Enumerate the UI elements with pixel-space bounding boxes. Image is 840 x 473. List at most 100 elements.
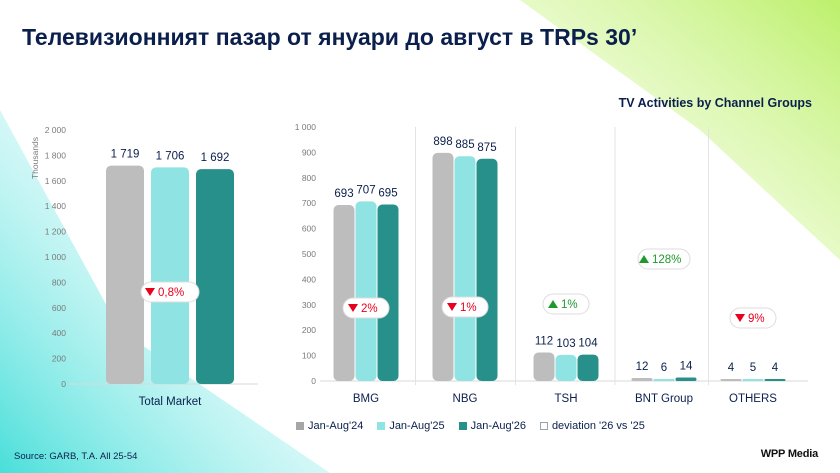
triangle-down-icon — [348, 304, 358, 312]
deviation-badge-others — [729, 307, 777, 329]
deviation-value: 128% — [652, 254, 681, 266]
y-tick-label: 1 000 — [295, 122, 317, 132]
deviation-badge-nbg — [441, 296, 489, 318]
legend-item: Jan-Aug'26 — [458, 420, 526, 432]
bar-total-market-jan-aug-25 — [151, 167, 189, 384]
deviation-badge-bnt-group — [637, 248, 691, 270]
triangle-down-icon — [145, 288, 155, 296]
bar-nbg-jan-aug-25 — [454, 156, 476, 381]
category-label-bnt-group: BNT Group — [635, 393, 693, 405]
category-label-total-market: Total Market — [139, 396, 202, 408]
data-label: 695 — [378, 187, 397, 199]
legend-swatch — [539, 422, 548, 430]
legend-swatch — [458, 422, 467, 430]
category-label-tsh: TSH — [555, 393, 578, 405]
category-label-nbg: NBG — [453, 393, 478, 405]
data-label: 6 — [661, 362, 667, 374]
y-tick-label: 500 — [302, 249, 316, 259]
bar-nbg-jan-aug-26 — [476, 158, 498, 381]
y-tick-label: 600 — [302, 224, 316, 234]
deviation-value: 9% — [748, 313, 765, 325]
data-label: 693 — [334, 188, 353, 200]
y-tick-label: 600 — [52, 303, 66, 313]
legend-item: deviation '26 vs '25 — [539, 420, 645, 432]
deviation-badge-tsh — [542, 293, 590, 315]
legend-item: Jan-Aug'25 — [377, 420, 445, 432]
data-label: 14 — [680, 360, 693, 372]
data-label: 112 — [535, 336, 553, 348]
y-tick-label: 0 — [311, 376, 316, 386]
chart-legend: Jan-Aug'24 Jan-Aug'25 Jan-Aug'26 deviation … — [296, 420, 645, 432]
data-label: 885 — [455, 139, 474, 151]
category-label-bmg: BMG — [353, 393, 379, 405]
legend-swatch — [377, 422, 386, 430]
data-label: 12 — [636, 361, 649, 373]
y-tick-label: 800 — [302, 173, 316, 183]
deviation-badge-total-market — [140, 281, 200, 303]
brand-logo: WPP Media — [760, 448, 818, 460]
y-tick-label: 400 — [302, 274, 316, 284]
y-tick-label: 1 800 — [45, 150, 67, 160]
chart-subtitle: TV Activities by Channel Groups — [618, 96, 812, 110]
data-label: 104 — [578, 338, 598, 350]
data-label: 875 — [477, 142, 496, 154]
bar-nbg-jan-aug-24 — [432, 152, 454, 381]
data-label: 4 — [772, 362, 779, 374]
deviation-value: 2% — [361, 303, 378, 315]
bar-bnt-group-jan-aug-25 — [653, 379, 675, 381]
data-label: 4 — [728, 362, 735, 374]
legend-item: Jan-Aug'24 — [296, 420, 363, 432]
bar-total-market-jan-aug-26 — [196, 169, 234, 384]
y-tick-label: 900 — [302, 147, 316, 157]
y-tick-label: 1 400 — [45, 201, 67, 211]
data-label: 707 — [356, 184, 375, 196]
triangle-up-icon — [639, 255, 649, 263]
y-tick-label: 1 200 — [45, 227, 67, 237]
triangle-down-icon — [735, 314, 745, 322]
deviation-value: 0,8% — [158, 287, 184, 299]
data-label: 5 — [750, 362, 756, 374]
bar-total-market-jan-aug-24 — [106, 165, 144, 384]
y-tick-label: 400 — [52, 328, 66, 338]
page-title: Телевизионният пазар от януари до август… — [22, 24, 638, 50]
data-label: 1 692 — [201, 152, 230, 164]
data-label: 103 — [556, 338, 575, 350]
y-tick-label: 200 — [52, 354, 66, 364]
source-note: Source: GARB, T.A. All 25-54 — [14, 451, 138, 462]
legend-label: deviation '26 vs '25 — [551, 420, 645, 432]
bar-others-jan-aug-26 — [764, 379, 786, 381]
bar-bmg-jan-aug-26 — [377, 204, 399, 381]
data-label: 898 — [433, 136, 452, 148]
bar-bnt-group-jan-aug-26 — [675, 377, 697, 381]
bar-bmg-jan-aug-25 — [355, 201, 377, 381]
y-tick-label: 2 000 — [45, 125, 67, 135]
triangle-up-icon — [548, 300, 558, 308]
category-label-others: OTHERS — [729, 393, 777, 405]
bar-tsh-jan-aug-26 — [577, 354, 599, 381]
legend-label: Jan-Aug'25 — [389, 420, 445, 432]
triangle-down-icon — [447, 303, 457, 311]
bar-others-jan-aug-25 — [742, 379, 764, 381]
bar-tsh-jan-aug-25 — [555, 354, 577, 381]
bar-bmg-jan-aug-24 — [333, 204, 355, 381]
y-tick-label: 700 — [302, 198, 316, 208]
deviation-value: 1% — [460, 302, 477, 314]
bar-bnt-group-jan-aug-24 — [631, 377, 653, 381]
bar-others-jan-aug-24 — [720, 379, 742, 381]
legend-label: Jan-Aug'24 — [308, 420, 364, 432]
legend-swatch — [296, 422, 304, 430]
y-tick-label: 100 — [302, 351, 316, 361]
deviation-value: 1% — [561, 299, 578, 311]
y-tick-label: 200 — [302, 325, 316, 335]
deviation-badge-bmg — [342, 297, 390, 319]
y-tick-label: 1 600 — [45, 176, 67, 186]
y-tick-label: 800 — [52, 277, 66, 287]
bar-tsh-jan-aug-24 — [533, 352, 555, 381]
data-label: 1 706 — [156, 150, 185, 162]
y-tick-label: 0 — [61, 379, 66, 389]
legend-label: Jan-Aug'26 — [470, 420, 526, 432]
y-tick-label: 300 — [302, 300, 316, 310]
y-tick-label: 1 000 — [45, 252, 67, 262]
